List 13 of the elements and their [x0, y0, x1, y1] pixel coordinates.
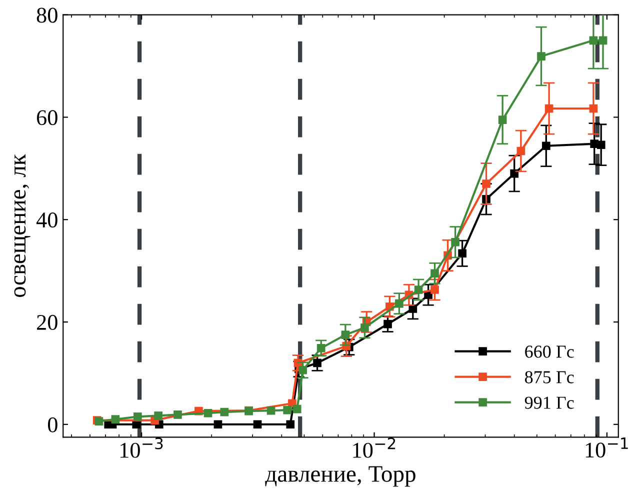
x-tick-label: 10$^{−1}$	[586, 438, 628, 458]
x-tick-label: 10$^{−3}$	[120, 438, 163, 458]
y-tick-label: 0	[48, 417, 58, 432]
x-tick-label: 10$^{−2}$	[353, 438, 396, 458]
y-tick-label: 80	[36, 8, 58, 23]
legend-label: 991 Гс	[524, 396, 574, 409]
y-tick-label: 40	[36, 212, 58, 228]
legend-label: 660 Гс	[525, 346, 574, 358]
y-axis-title: освещение, лк	[14, 154, 30, 298]
x-axis-title: давление, Торр	[265, 466, 416, 487]
y-tick-label: 60	[36, 110, 58, 126]
legend-label: 875 Гс	[525, 371, 574, 384]
y-tick-label: 20	[36, 314, 58, 330]
